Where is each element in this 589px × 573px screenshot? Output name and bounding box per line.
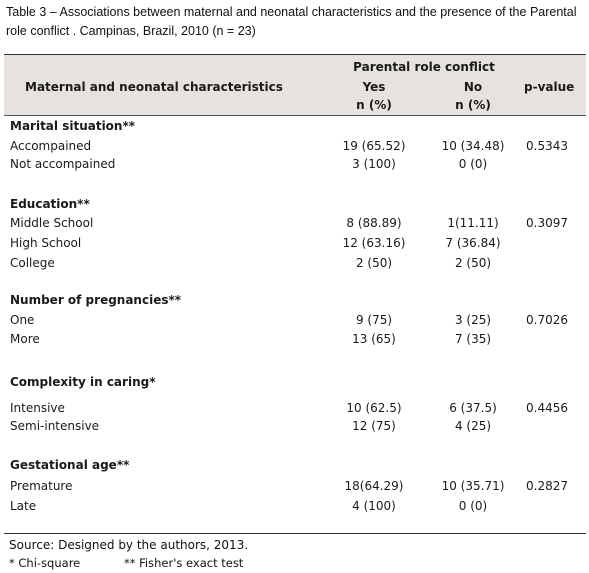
table-caption: Table 3 – Associations between maternal … [6, 5, 577, 38]
row-no: 10 (35.71) [441, 479, 505, 493]
header-no: No [463, 80, 483, 94]
row-no: 4 (25) [454, 419, 492, 433]
row-p-value: 0.5343 [526, 139, 568, 153]
row-yes: 8 (88.89) [346, 216, 402, 230]
row-label: More [10, 332, 40, 346]
row-yes: 4 (100) [352, 499, 396, 513]
row-label: One [10, 313, 35, 327]
row-label: Accompained [10, 139, 92, 153]
row-label: Semi-intensive [10, 419, 100, 433]
row-p-value: 0.7026 [526, 313, 568, 327]
row-yes: 12 (75) [352, 419, 396, 433]
row-yes: 9 (75) [355, 313, 393, 327]
header-no-unit: n (%) [455, 98, 491, 112]
data-table: Maternal and neonatal characteristics Pa… [4, 54, 586, 534]
header-yes: Yes [362, 80, 386, 94]
footnote-fisher: ** Fisher's exact test [124, 556, 244, 570]
header-p-value: p-value [524, 80, 575, 94]
header-yes-unit: n (%) [356, 98, 392, 112]
row-no: 1(11.11) [447, 216, 499, 230]
row-yes: 13 (65) [352, 332, 396, 346]
section-title-complexity-in-caring: Complexity in caring* [10, 375, 156, 389]
row-label: Not accompained [10, 157, 116, 171]
table-header [4, 55, 586, 116]
header-characteristics: Maternal and neonatal characteristics [25, 80, 283, 94]
row-no: 6 (37.5) [449, 401, 497, 415]
section-title-education: Education** [10, 197, 90, 211]
row-p-value: 0.4456 [526, 401, 568, 415]
section-title-marital-situation: Marital situation** [10, 119, 136, 133]
row-label: Premature [10, 479, 73, 493]
row-no: 7 (35) [454, 332, 492, 346]
row-no: 3 (25) [454, 313, 492, 327]
row-yes: 3 (100) [352, 157, 396, 171]
footnote-chi-square: * Chi-square [9, 556, 81, 570]
section-title-number-of-pregnancies: Number of pregnancies** [10, 293, 182, 307]
row-yes: 2 (50) [355, 256, 393, 270]
row-no: 0 (0) [458, 499, 488, 513]
row-no: 10 (34.48) [441, 139, 505, 153]
row-p-value: 0.2827 [526, 479, 568, 493]
row-no: 2 (50) [454, 256, 492, 270]
row-label: Intensive [10, 401, 65, 415]
section-title-gestational-age: Gestational age** [10, 458, 130, 472]
row-p-value: 0.3097 [526, 216, 568, 230]
header-parental-role-conflict: Parental role conflict [353, 60, 495, 74]
source-note: Source: Designed by the authors, 2013. [9, 538, 249, 552]
row-yes: 19 (65.52) [342, 139, 406, 153]
row-label: Late [10, 499, 37, 513]
row-no: 7 (36.84) [445, 236, 501, 250]
row-label: High School [10, 236, 82, 250]
row-yes: 12 (63.16) [342, 236, 406, 250]
row-no: 0 (0) [458, 157, 488, 171]
row-yes: 18(64.29) [344, 479, 404, 493]
row-label: College [10, 256, 55, 270]
row-label: Middle School [10, 216, 94, 230]
row-yes: 10 (62.5) [346, 401, 402, 415]
